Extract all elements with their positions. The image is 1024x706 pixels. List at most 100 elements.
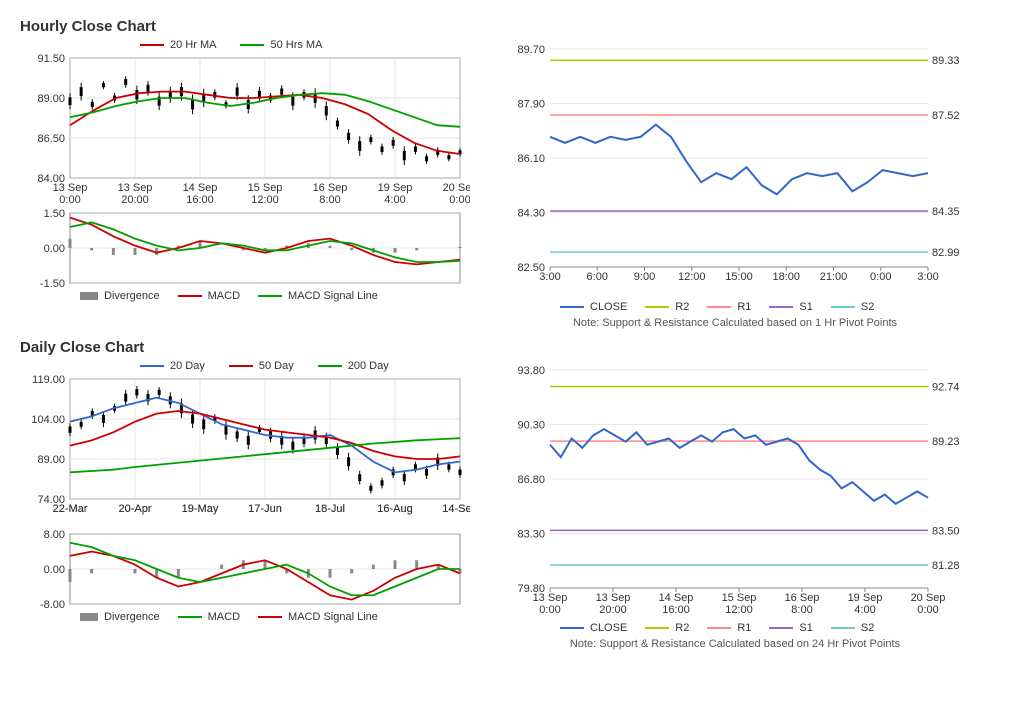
svg-text:93.80: 93.80 [517,365,545,377]
daily-row: 20 Day50 Day200 Day 74.0089.00104.00119.… [20,360,1004,650]
svg-text:9:00: 9:00 [634,271,655,283]
hourly-price-chart: 84.0086.5089.0091.5013 Sep0:0013 Sep20:0… [20,53,470,208]
hourly-sr-chart: 82.5084.3086.1087.9089.703:006:009:0012:… [500,39,970,299]
legend-item: CLOSE [560,622,627,634]
svg-text:15 Sep: 15 Sep [722,592,757,604]
svg-text:89.70: 89.70 [517,44,545,56]
svg-text:21:00: 21:00 [820,271,848,283]
legend-item: MACD [178,290,240,302]
legend-item: 20 Hr MA [140,39,216,51]
svg-text:0.00: 0.00 [44,243,65,255]
legend-item: Divergence [80,290,160,302]
svg-text:20 Sep: 20 Sep [443,182,470,194]
hourly-macd-legend: Divergence MACD MACD Signal Line [20,290,470,302]
hourly-sr-legend: CLOSER2R1S1S2 [500,301,970,313]
svg-text:104.00: 104.00 [31,414,65,426]
hourly-right: 82.5084.3086.1087.9089.703:006:009:0012:… [500,39,970,329]
svg-text:82.99: 82.99 [932,247,960,259]
legend-item: Divergence [80,611,160,623]
svg-text:20-Apr: 20-Apr [118,503,151,515]
svg-text:0:00: 0:00 [449,194,470,206]
svg-text:87.90: 87.90 [517,99,545,111]
legend-item: MACD Signal Line [258,290,378,302]
svg-text:1.50: 1.50 [44,208,65,220]
svg-text:4:00: 4:00 [854,604,875,616]
svg-text:18-Jul: 18-Jul [315,503,345,515]
hourly-macd-chart: -1.50 0.00 1.50 [20,208,470,288]
svg-text:20:00: 20:00 [121,194,149,206]
daily-sr-note: Note: Support & Resistance Calculated ba… [500,638,970,650]
legend-item: 50 Day [229,360,294,372]
svg-text:20 Sep: 20 Sep [911,592,946,604]
svg-text:8:00: 8:00 [791,604,812,616]
svg-text:15:00: 15:00 [725,271,753,283]
svg-text:-8.00: -8.00 [40,599,65,609]
svg-text:81.28: 81.28 [932,560,960,572]
svg-text:19 Sep: 19 Sep [848,592,883,604]
svg-text:3:00: 3:00 [917,271,938,283]
daily-left: 20 Day50 Day200 Day 74.0089.00104.00119.… [20,360,470,650]
daily-sr-chart: 79.8083.3086.8090.3093.8013 Sep0:0013 Se… [500,360,970,620]
daily-price-legend: 20 Day50 Day200 Day [20,360,470,372]
svg-text:14 Sep: 14 Sep [659,592,694,604]
legend-item: R1 [707,301,751,313]
svg-text:20:00: 20:00 [599,604,627,616]
hourly-title: Hourly Close Chart [20,18,1004,35]
svg-text:0:00: 0:00 [539,604,560,616]
svg-text:119.00: 119.00 [32,374,65,386]
svg-text:83.30: 83.30 [517,529,545,541]
hourly-row: 20 Hr MA50 Hrs MA 84.0086.5089.0091.5013… [20,39,1004,329]
legend-item: R2 [645,622,689,634]
legend-item: S1 [769,301,812,313]
svg-text:84.30: 84.30 [517,208,545,220]
svg-text:-1.50: -1.50 [40,278,65,288]
hourly-price-legend: 20 Hr MA50 Hrs MA [20,39,470,51]
svg-text:19 Sep: 19 Sep [378,182,413,194]
daily-price-chart: 74.0089.00104.00119.0022-Mar22-Mar20-Apr… [20,374,470,529]
daily-macd-legend: DivergenceMACDMACD Signal Line [20,611,470,623]
svg-text:19-May: 19-May [182,503,219,515]
svg-text:3:00: 3:00 [539,271,560,283]
svg-text:16:00: 16:00 [662,604,690,616]
svg-text:92.74: 92.74 [932,382,960,394]
legend-item: 20 Day [140,360,205,372]
legend-item: S2 [831,622,874,634]
svg-text:84.35: 84.35 [932,206,960,218]
svg-text:14 Sep: 14 Sep [183,182,218,194]
daily-macd-chart: -8.00 0.00 8.00 [20,529,470,609]
legend-item: R1 [707,622,751,634]
svg-text:13 Sep: 13 Sep [533,592,568,604]
svg-text:86.50: 86.50 [37,133,65,145]
svg-text:0:00: 0:00 [59,194,80,206]
svg-text:22-Mar: 22-Mar [53,503,88,515]
legend-item: S2 [831,301,874,313]
svg-text:86.80: 86.80 [517,474,545,486]
legend-item: CLOSE [560,301,627,313]
svg-text:83.50: 83.50 [932,525,960,537]
svg-text:13 Sep: 13 Sep [118,182,153,194]
svg-text:12:00: 12:00 [678,271,706,283]
svg-text:4:00: 4:00 [384,194,405,206]
svg-text:0.00: 0.00 [44,564,65,576]
hourly-sr-note: Note: Support & Resistance Calculated ba… [500,317,970,329]
hourly-left: 20 Hr MA50 Hrs MA 84.0086.5089.0091.5013… [20,39,470,329]
daily-title: Daily Close Chart [20,339,1004,356]
svg-text:16-Aug: 16-Aug [377,503,412,515]
legend-item: S1 [769,622,812,634]
daily-sr-legend: CLOSE R2 R1 S1 S2 [500,622,970,634]
svg-text:0:00: 0:00 [870,271,891,283]
svg-text:89.00: 89.00 [37,454,65,466]
daily-right: 79.8083.3086.8090.3093.8013 Sep0:0013 Se… [500,360,970,650]
svg-text:12:00: 12:00 [725,604,753,616]
svg-text:89.00: 89.00 [37,93,65,105]
svg-text:16:00: 16:00 [186,194,214,206]
svg-text:18:00: 18:00 [772,271,800,283]
svg-text:89.33: 89.33 [932,55,960,67]
svg-text:16 Sep: 16 Sep [313,182,348,194]
svg-text:12:00: 12:00 [251,194,279,206]
svg-text:17-Jun: 17-Jun [248,503,282,515]
svg-text:87.52: 87.52 [932,110,960,122]
svg-text:90.30: 90.30 [517,420,545,432]
svg-text:16 Sep: 16 Sep [785,592,820,604]
svg-text:8.00: 8.00 [44,529,65,541]
